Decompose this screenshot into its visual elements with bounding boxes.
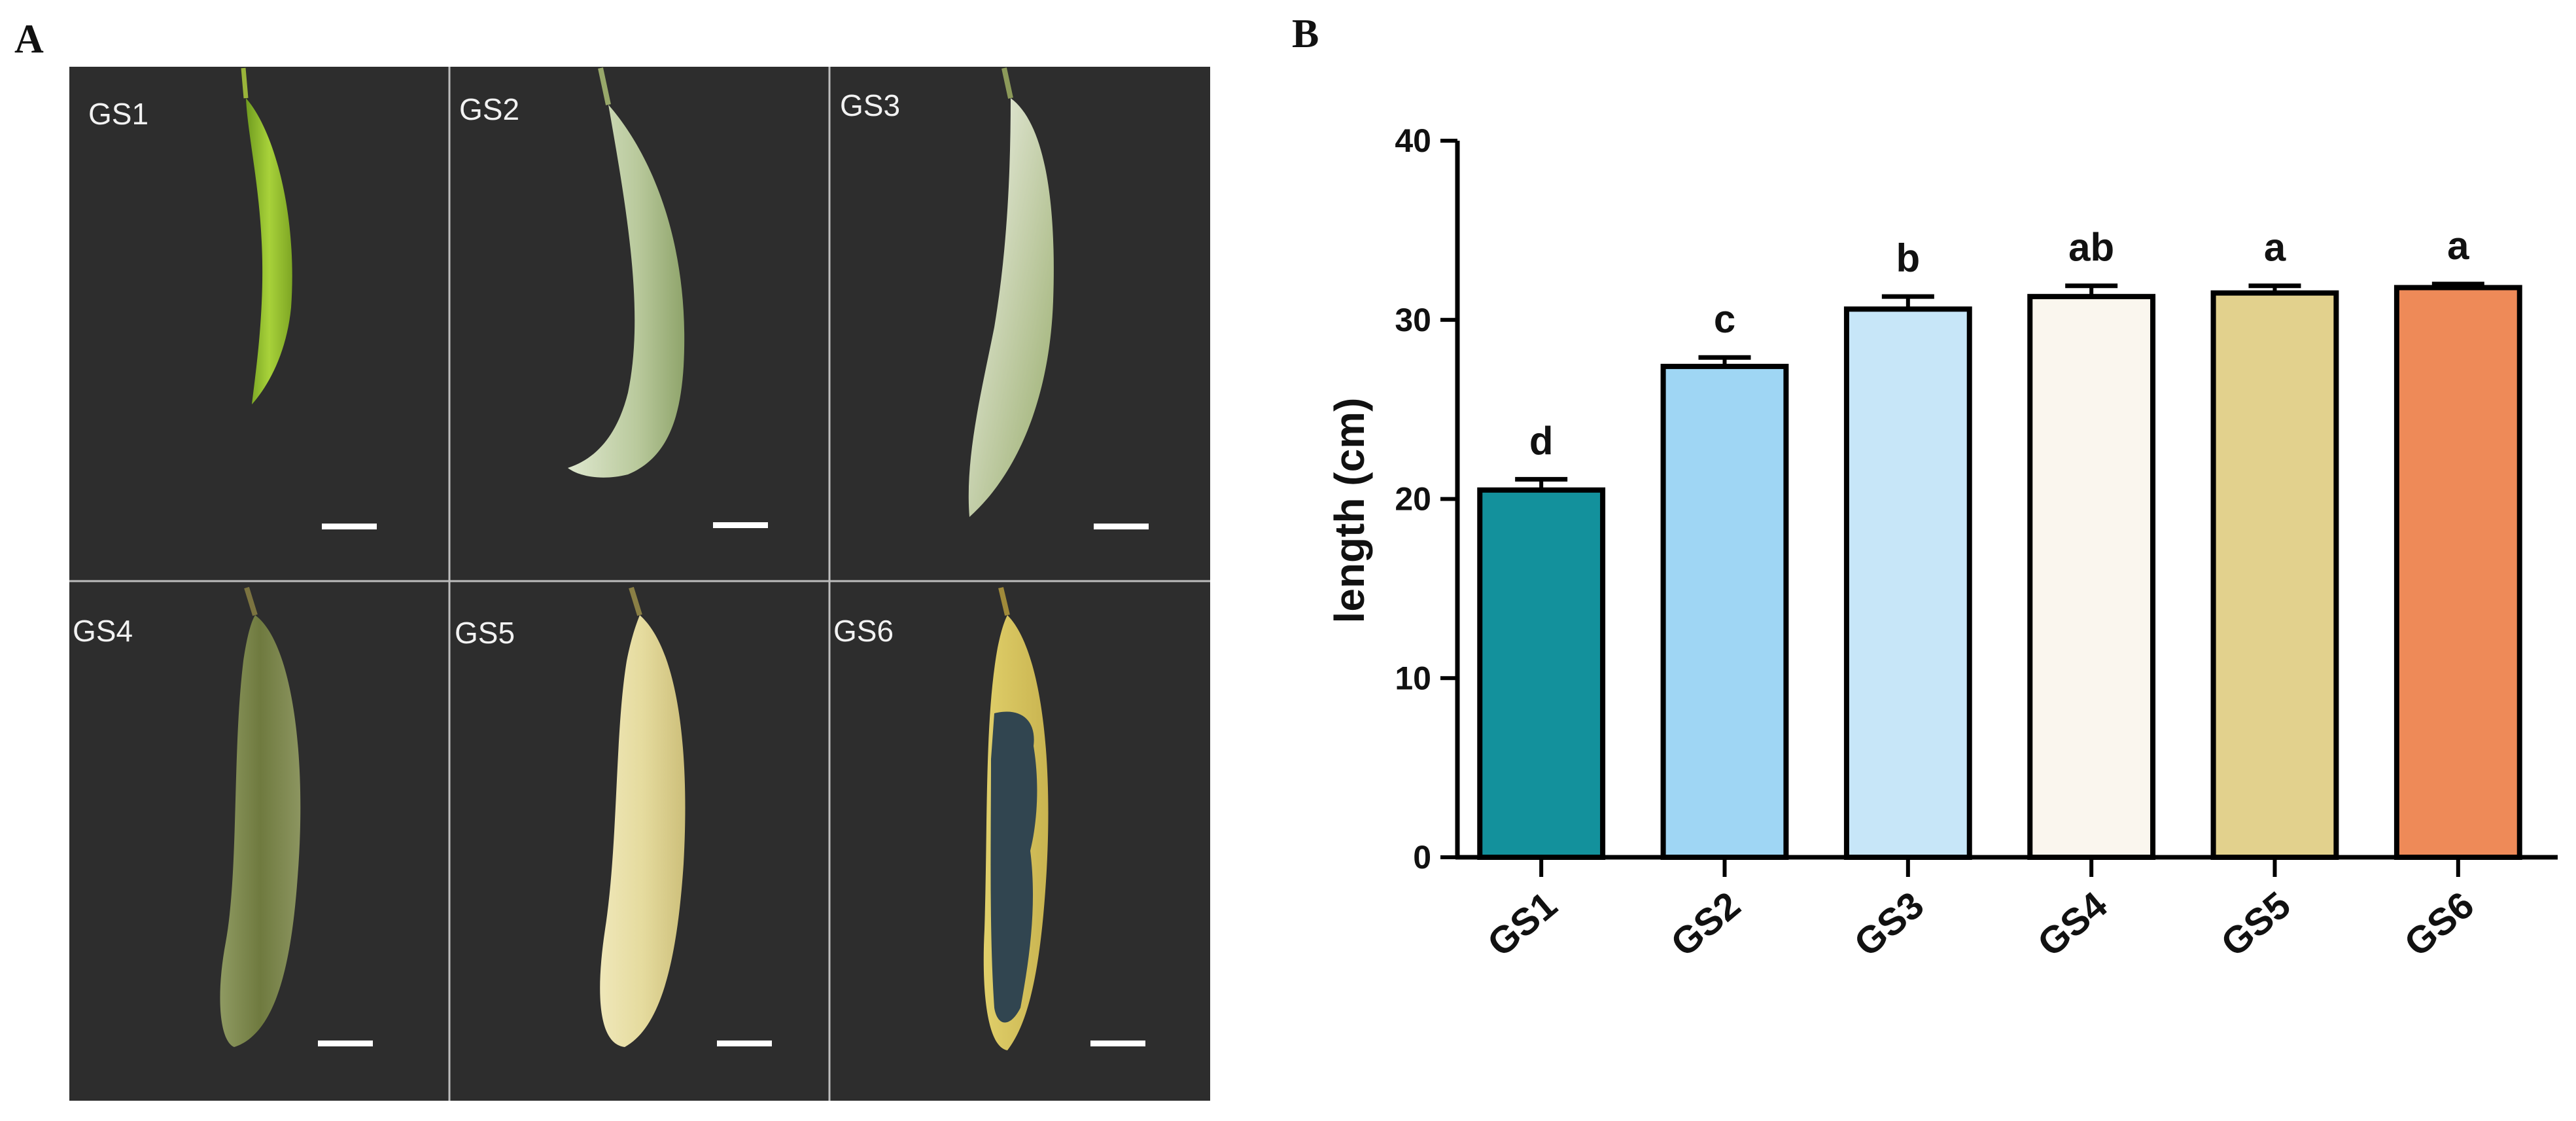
significance-letter: a [2447, 224, 2469, 268]
y-tick-label: 30 [1395, 302, 1431, 338]
pod-stem [241, 67, 249, 99]
photo-gs4: GS4 [73, 586, 373, 1047]
bar [1477, 487, 1606, 860]
pod-stem [629, 586, 642, 616]
photo-gs3: GS3 [840, 67, 1149, 529]
pod-image [246, 98, 292, 404]
photo-label: GS6 [833, 614, 894, 648]
axes [1455, 141, 2558, 860]
bars: d c b ab a a [1477, 224, 2522, 861]
y-ticks: 0 10 20 30 40 [1395, 122, 1457, 876]
y-tick-label: 0 [1413, 839, 1431, 876]
pod-stem [998, 587, 1010, 616]
significance-letter: a [2264, 226, 2286, 270]
pod-stem [1001, 67, 1013, 99]
scale-bar [717, 1041, 772, 1046]
bar [2027, 294, 2156, 861]
scale-bar [318, 1041, 373, 1046]
scale-bar [1094, 524, 1149, 529]
bar [1843, 306, 1972, 860]
bar [2210, 290, 2339, 860]
y-tick-label: 10 [1395, 660, 1431, 696]
pod-stem [244, 586, 258, 616]
photo-label: GS4 [73, 614, 133, 648]
pod-image [968, 98, 1054, 517]
x-tick-label: GS2 [1663, 883, 1749, 965]
pod-stem [598, 67, 611, 105]
pod-image [568, 105, 685, 478]
pod-image [220, 615, 301, 1047]
significance-letter: ab [2068, 226, 2114, 270]
photo-gs6: GS6 [833, 587, 1145, 1050]
photo-gs1: GS1 [88, 67, 377, 529]
y-tick-label: 20 [1395, 481, 1431, 518]
y-tick-label: 40 [1395, 122, 1431, 159]
significance-letter: d [1529, 419, 1554, 463]
bar [1660, 363, 1789, 860]
significance-letter: c [1714, 297, 1735, 341]
scale-bar [713, 522, 768, 528]
x-tick-label: GS6 [2396, 883, 2482, 965]
photo-label: GS5 [455, 616, 515, 650]
photo-label: GS2 [459, 92, 519, 126]
photo-grid: GS1 GS2 GS3 GS4 GS5 [69, 67, 1210, 1101]
y-axis-title: length (cm) [1326, 398, 1373, 624]
bar [2393, 285, 2522, 861]
panel-a-letter: A [14, 17, 44, 62]
photo-gs5: GS5 [455, 586, 772, 1047]
photo-gs2: GS2 [459, 67, 768, 528]
x-tick-label: GS5 [2213, 883, 2299, 965]
seed-cluster [990, 711, 1037, 1023]
x-tick-label: GS4 [2030, 883, 2115, 965]
pod-image [600, 615, 686, 1047]
photo-label: GS1 [88, 97, 148, 131]
scale-bar [1090, 1041, 1145, 1046]
photo-label: GS3 [840, 88, 900, 122]
x-tick-label: GS1 [1480, 883, 1565, 965]
x-tick-labels: GS1 GS2 GS3 GS4 GS5 GS6 [1480, 857, 2482, 965]
significance-letter: b [1896, 236, 1921, 280]
scale-bar [322, 524, 377, 529]
x-tick-label: GS3 [1846, 883, 1932, 965]
panel-b-letter: B [1292, 12, 1319, 56]
